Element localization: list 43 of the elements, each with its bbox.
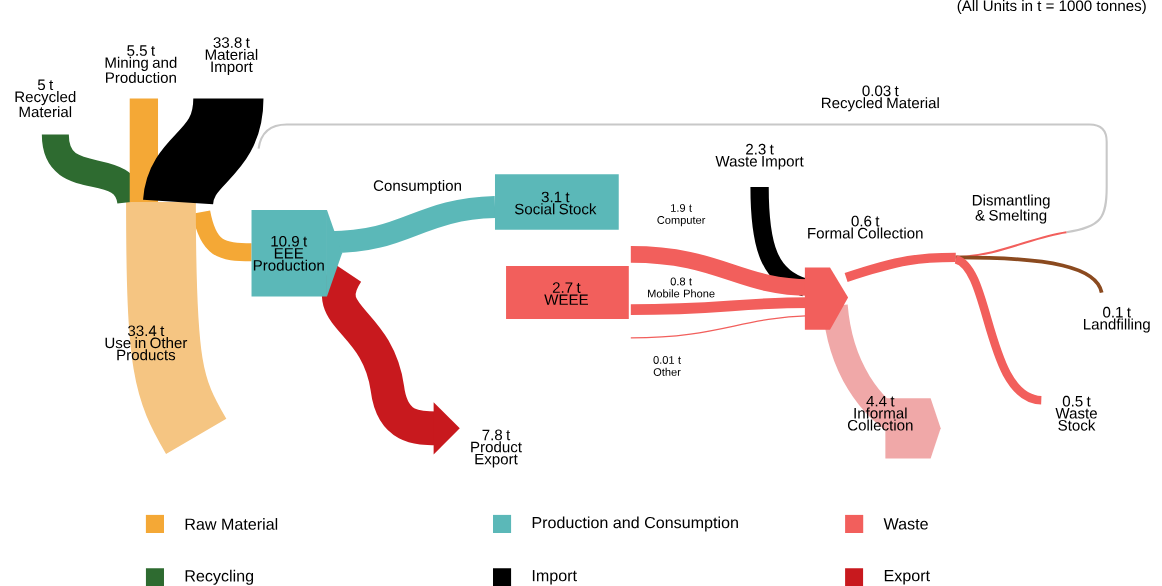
legend-label: Import [532, 569, 577, 585]
data-label: 33.4 t [127, 325, 165, 336]
category-label: Waste Stock [1055, 407, 1097, 431]
category-label: Landfilling [1083, 318, 1150, 333]
category-label: Material Import [205, 48, 258, 75]
data-label: 7.8 t [482, 429, 511, 441]
category-label: Recycled Material [822, 97, 939, 112]
data-label: 3.1 t [541, 191, 570, 203]
data-label: 0.1 t [1103, 306, 1131, 318]
category-label: Product Export [471, 441, 522, 468]
legend-label: Export [884, 569, 930, 585]
legend-label: Waste [883, 518, 928, 530]
category-label: Mobile Phone [648, 289, 715, 298]
data-label: 2.7 t [552, 282, 581, 293]
category-label: Informal Collection [847, 407, 913, 431]
data-label: 2.3 t [746, 143, 774, 155]
category-label: Use in Other Products [105, 336, 188, 361]
category-label: WEEE [544, 294, 588, 305]
data-label: 4.4 t [866, 395, 895, 407]
data-label: 10.9 t [271, 235, 308, 247]
category-label: EEE Production [253, 247, 324, 271]
category-label: Mining and Production [105, 56, 177, 83]
category-label: Computer [657, 215, 706, 226]
category-label: Consumption [373, 179, 461, 194]
category-label: Social Stock [514, 203, 597, 215]
legend-label: Raw Material [185, 517, 278, 530]
category-label: Formal Collection [808, 227, 923, 239]
data-label: 0.8 t [670, 277, 692, 286]
data-label: 0.5 t [1062, 395, 1091, 407]
data-label: 1.9 t [671, 203, 692, 212]
data-label: 0.6 t [851, 215, 880, 227]
legend-label: Recycling [185, 569, 254, 585]
legend-label: Production and Consumption [532, 516, 738, 532]
category-label: Dismantling & Smelting [972, 194, 1050, 224]
category-label: Waste Import [715, 155, 804, 170]
text: (All Units in t = 1000 tonnes) [957, 0, 1146, 14]
data-label: 0.01 t [653, 355, 681, 364]
data-label: 5.5 t [127, 45, 155, 56]
data-label: 0.03 t [862, 85, 899, 97]
category-label: Other [653, 367, 681, 376]
data-label: 5 t [37, 79, 54, 90]
category-label: Recycled Material [15, 90, 76, 118]
data-label: 33.8 t [213, 37, 250, 48]
